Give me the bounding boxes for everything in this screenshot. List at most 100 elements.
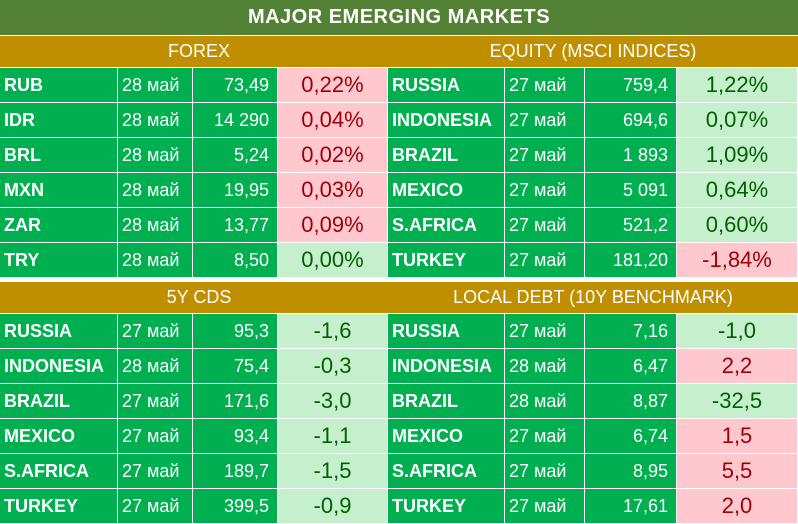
value-cell[interactable]: 694,6 <box>585 103 677 138</box>
name-cell[interactable]: S.AFRICA <box>0 454 118 489</box>
name-cell[interactable]: S.AFRICA <box>388 208 505 243</box>
name-cell[interactable]: RUSSIA <box>388 68 505 103</box>
value-cell[interactable]: 95,3 <box>193 314 278 349</box>
change-cell[interactable]: 1,22% <box>677 68 798 103</box>
name-cell[interactable]: BRAZIL <box>0 384 118 419</box>
name-cell[interactable]: RUSSIA <box>388 314 505 349</box>
change-cell[interactable]: -1,1 <box>278 419 388 454</box>
change-cell[interactable]: -1,0 <box>677 314 798 349</box>
date-cell[interactable]: 28 май <box>505 349 585 384</box>
change-cell[interactable]: -32,5 <box>677 384 798 419</box>
date-cell[interactable]: 27 май <box>505 103 585 138</box>
name-cell[interactable]: BRAZIL <box>388 384 505 419</box>
date-cell[interactable]: 27 май <box>118 419 193 454</box>
date-cell[interactable]: 27 май <box>505 314 585 349</box>
change-cell[interactable]: -1,6 <box>278 314 388 349</box>
change-cell[interactable]: 0,07% <box>677 103 798 138</box>
value-cell[interactable]: 5,24 <box>193 138 278 173</box>
name-cell[interactable]: TRY <box>0 243 118 278</box>
value-cell[interactable]: 8,95 <box>585 454 677 489</box>
name-cell[interactable]: INDONESIA <box>388 349 505 384</box>
date-cell[interactable]: 27 май <box>118 454 193 489</box>
name-cell[interactable]: RUSSIA <box>0 314 118 349</box>
name-cell[interactable]: MEXICO <box>0 419 118 454</box>
change-cell[interactable]: 0,04% <box>278 103 388 138</box>
value-cell[interactable]: 17,61 <box>585 489 677 524</box>
value-cell[interactable]: 93,4 <box>193 419 278 454</box>
cds-panel: 5Y CDS RUSSIA 27 май 95,3 -1,6 INDONESIA 28 ма… <box>0 282 398 524</box>
date-cell[interactable]: 28 май <box>118 173 193 208</box>
date-cell[interactable]: 28 май <box>118 208 193 243</box>
section-header: EQUITY (MSCI INDICES) <box>388 36 798 68</box>
change-cell[interactable]: 0,09% <box>278 208 388 243</box>
name-cell[interactable]: MEXICO <box>388 173 505 208</box>
name-cell[interactable]: MEXICO <box>388 419 505 454</box>
date-cell[interactable]: 27 май <box>505 173 585 208</box>
value-cell[interactable]: 19,95 <box>193 173 278 208</box>
date-cell[interactable]: 28 май <box>505 384 585 419</box>
change-cell[interactable]: 0,02% <box>278 138 388 173</box>
change-cell[interactable]: 2,0 <box>677 489 798 524</box>
date-cell[interactable]: 27 май <box>118 489 193 524</box>
change-cell[interactable]: 0,00% <box>278 243 388 278</box>
change-cell[interactable]: 2,2 <box>677 349 798 384</box>
name-cell[interactable]: RUB <box>0 68 118 103</box>
name-cell[interactable]: TURKEY <box>388 489 505 524</box>
value-cell[interactable]: 521,2 <box>585 208 677 243</box>
change-cell[interactable]: -1,84% <box>677 243 798 278</box>
name-cell[interactable]: INDONESIA <box>388 103 505 138</box>
value-cell[interactable]: 14 290 <box>193 103 278 138</box>
name-cell[interactable]: TURKEY <box>388 243 505 278</box>
value-cell[interactable]: 5 091 <box>585 173 677 208</box>
name-cell[interactable]: IDR <box>0 103 118 138</box>
change-cell[interactable]: -3,0 <box>278 384 388 419</box>
date-cell[interactable]: 28 май <box>118 243 193 278</box>
name-cell[interactable]: INDONESIA <box>0 349 118 384</box>
name-cell[interactable]: BRL <box>0 138 118 173</box>
change-cell[interactable]: 0,60% <box>677 208 798 243</box>
date-cell[interactable]: 27 май <box>118 314 193 349</box>
value-cell[interactable]: 8,50 <box>193 243 278 278</box>
date-cell[interactable]: 27 май <box>505 454 585 489</box>
local-debt-panel: LOCAL DEBT (10Y BENCHMARK) RUSSIA 27 май 7,… <box>388 282 798 524</box>
value-cell[interactable]: 13,77 <box>193 208 278 243</box>
value-cell[interactable]: 399,5 <box>193 489 278 524</box>
date-cell[interactable]: 28 май <box>118 68 193 103</box>
change-cell[interactable]: 1,09% <box>677 138 798 173</box>
date-cell[interactable]: 28 май <box>118 138 193 173</box>
value-cell[interactable]: 189,7 <box>193 454 278 489</box>
name-cell[interactable]: BRAZIL <box>388 138 505 173</box>
date-cell[interactable]: 27 май <box>505 68 585 103</box>
date-cell[interactable]: 28 май <box>118 349 193 384</box>
value-cell[interactable]: 6,74 <box>585 419 677 454</box>
value-cell[interactable]: 7,16 <box>585 314 677 349</box>
date-cell[interactable]: 27 май <box>505 489 585 524</box>
value-cell[interactable]: 75,4 <box>193 349 278 384</box>
change-cell[interactable]: 0,03% <box>278 173 388 208</box>
date-cell[interactable]: 27 май <box>118 384 193 419</box>
name-cell[interactable]: MXN <box>0 173 118 208</box>
value-cell[interactable]: 1 893 <box>585 138 677 173</box>
table-row: MEXICO 27 май 5 091 0,64% <box>388 173 798 208</box>
change-cell[interactable]: -1,5 <box>278 454 388 489</box>
change-cell[interactable]: -0,9 <box>278 489 388 524</box>
value-cell[interactable]: 8,87 <box>585 384 677 419</box>
change-cell[interactable]: 0,64% <box>677 173 798 208</box>
date-cell[interactable]: 27 май <box>505 419 585 454</box>
date-cell[interactable]: 27 май <box>505 243 585 278</box>
value-cell[interactable]: 759,4 <box>585 68 677 103</box>
date-cell[interactable]: 28 май <box>118 103 193 138</box>
value-cell[interactable]: 181,20 <box>585 243 677 278</box>
date-cell[interactable]: 27 май <box>505 208 585 243</box>
change-cell[interactable]: 1,5 <box>677 419 798 454</box>
change-cell[interactable]: 5,5 <box>677 454 798 489</box>
change-cell[interactable]: 0,22% <box>278 68 388 103</box>
value-cell[interactable]: 171,6 <box>193 384 278 419</box>
change-cell[interactable]: -0,3 <box>278 349 388 384</box>
name-cell[interactable]: TURKEY <box>0 489 118 524</box>
value-cell[interactable]: 6,47 <box>585 349 677 384</box>
date-cell[interactable]: 27 май <box>505 138 585 173</box>
value-cell[interactable]: 73,49 <box>193 68 278 103</box>
name-cell[interactable]: S.AFRICA <box>388 454 505 489</box>
name-cell[interactable]: ZAR <box>0 208 118 243</box>
